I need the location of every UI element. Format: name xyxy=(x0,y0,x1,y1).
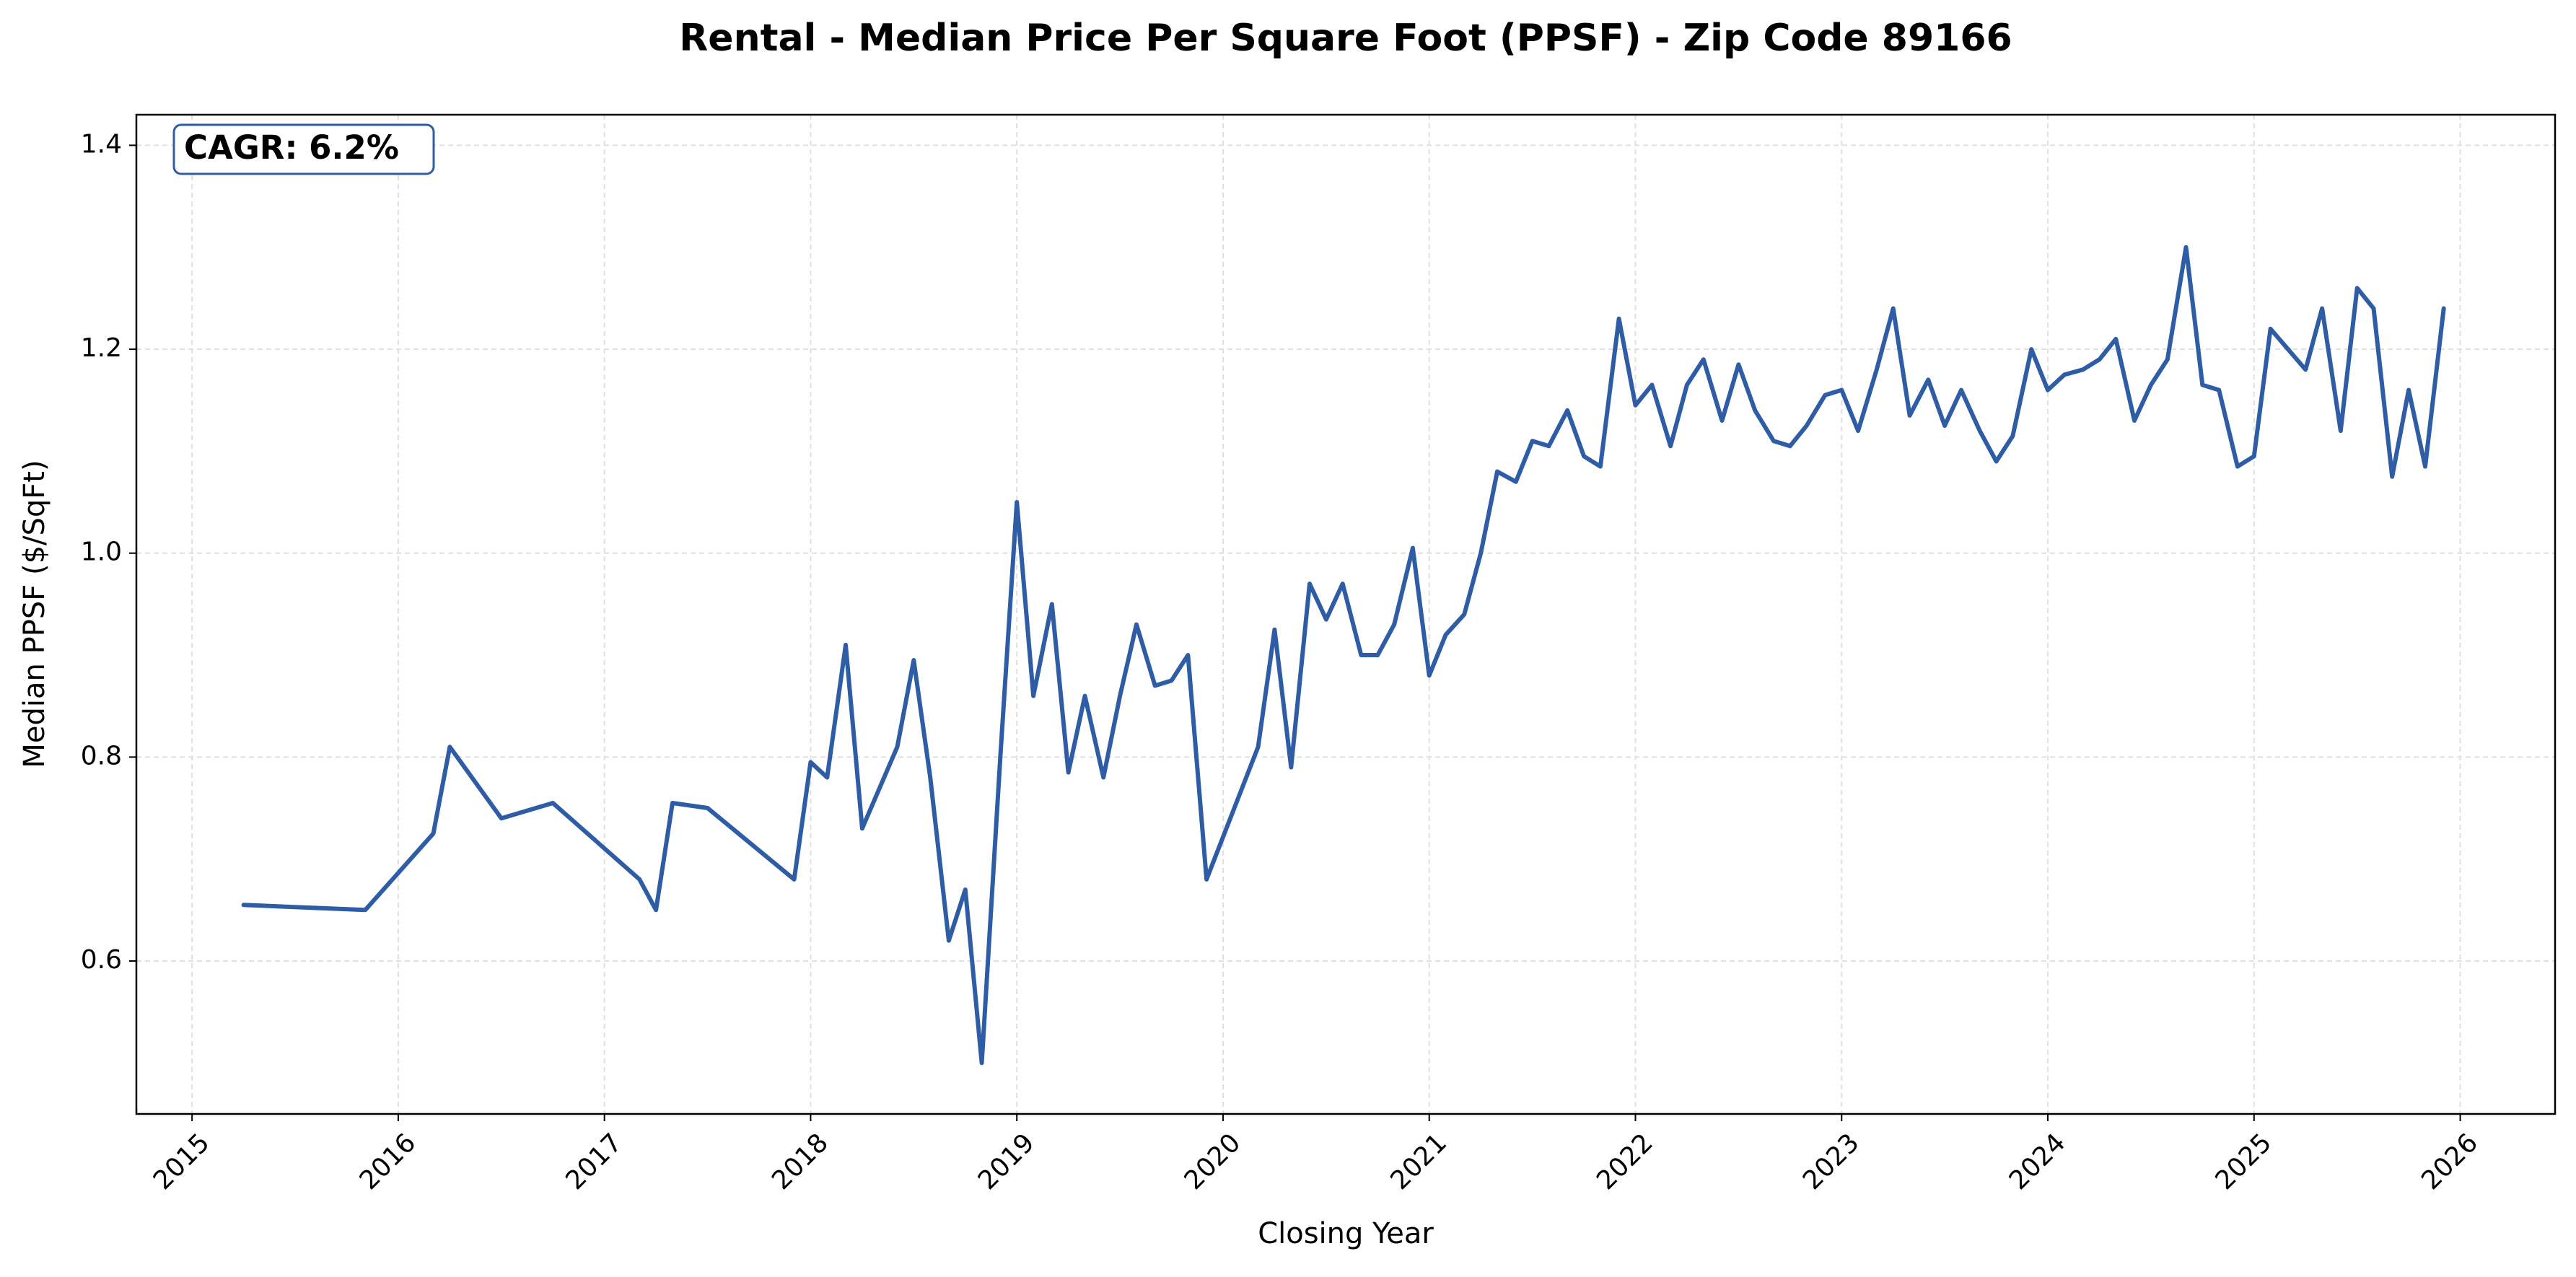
chart-title: Rental - Median Price Per Square Foot (P… xyxy=(679,17,2012,60)
y-tick-label: 1.4 xyxy=(81,129,122,159)
y-tick-label: 0.8 xyxy=(81,741,122,771)
y-tick-label: 1.0 xyxy=(81,537,122,567)
y-tick-label: 0.6 xyxy=(81,945,122,975)
annotation-box xyxy=(172,123,435,175)
y-tick-label: 1.2 xyxy=(81,333,122,363)
plot-frame xyxy=(135,113,2557,1115)
y-axis-label: Median PPSF ($/SqFt) xyxy=(18,460,51,768)
annotation: CAGR: 6.2% xyxy=(184,128,399,167)
data-line xyxy=(241,245,2446,1066)
x-axis-label: Closing Year xyxy=(1258,1217,1434,1250)
